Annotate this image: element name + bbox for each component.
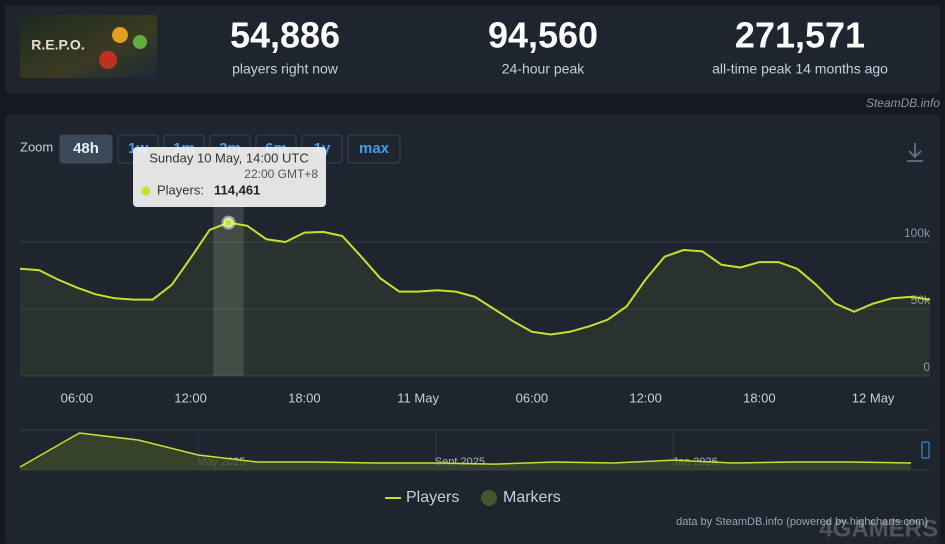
watermark: 4GAMERS <box>819 515 938 542</box>
x-tick-label: 18:00 <box>743 390 776 405</box>
chart-panel <box>5 115 940 544</box>
y-tick-label: 100k <box>904 226 931 240</box>
zoom-button[interactable] <box>59 134 113 164</box>
tooltip-local: 22:00 GMT+8 <box>244 167 318 181</box>
y-tick-label: 0 <box>923 360 930 374</box>
stat-label: players right now <box>232 61 339 77</box>
x-tick-label: 18:00 <box>288 390 321 405</box>
series-area <box>20 222 930 376</box>
stat-label: 24-hour peak <box>502 61 586 77</box>
stat-value: 94,560 <box>488 15 598 56</box>
header-panel <box>5 5 940 93</box>
credit[interactable]: data by SteamDB.info (powered by highcha… <box>676 516 928 528</box>
x-tick-label: 11 May <box>397 390 439 405</box>
logo-art <box>99 51 117 69</box>
tooltip-dot <box>141 186 151 196</box>
legend-label[interactable]: Markers <box>503 489 561 506</box>
logo-art <box>133 35 147 49</box>
zoom-button-label[interactable]: max <box>359 140 390 157</box>
x-tick-label: 06:00 <box>61 390 94 405</box>
x-tick-label: 12:00 <box>629 390 662 405</box>
stat-value: 54,886 <box>230 15 340 56</box>
tooltip-series: Players: <box>157 182 204 197</box>
zoom-label: Zoom <box>20 139 53 154</box>
download-icon[interactable] <box>907 143 923 162</box>
x-tick-label: 12:00 <box>174 390 207 405</box>
zoom-button[interactable] <box>347 134 401 164</box>
logo-text: R.E.P.O. <box>31 37 84 53</box>
tooltip-box <box>133 147 326 207</box>
stat-label: all-time peak 14 months ago <box>712 61 888 77</box>
stat-value: 271,571 <box>735 15 865 56</box>
legend-marker <box>481 490 497 506</box>
navigator-line <box>19 432 912 468</box>
x-tick-label: 06:00 <box>516 390 549 405</box>
x-tick-label: 12 May <box>852 390 895 405</box>
hover-band <box>213 175 244 376</box>
tooltip-date: Sunday 10 May, 14:00 UTC <box>149 150 308 165</box>
hover-point <box>221 215 236 230</box>
series-line <box>19 221 931 336</box>
logo-art <box>112 27 128 43</box>
legend-label[interactable]: Players <box>406 489 459 506</box>
navigator-handle[interactable] <box>921 441 930 459</box>
source[interactable]: SteamDB.info <box>866 96 940 110</box>
zoom-button-label[interactable]: 48h <box>73 140 99 157</box>
tooltip-value: 114,461 <box>214 182 260 197</box>
